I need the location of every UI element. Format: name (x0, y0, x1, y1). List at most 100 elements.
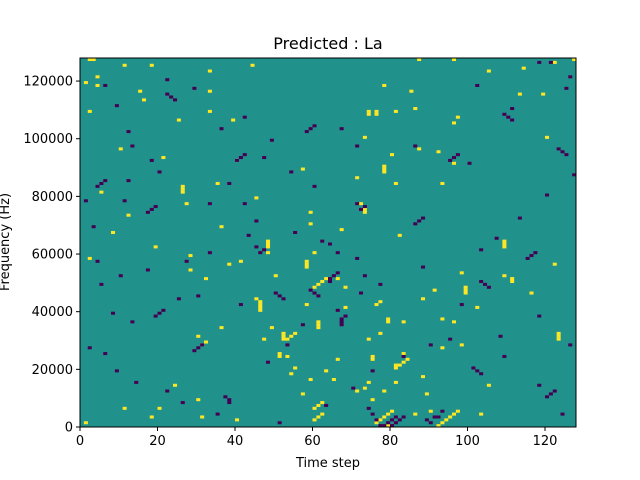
heatmap-cell-low (436, 415, 441, 419)
heatmap-cell-high (196, 398, 201, 402)
heatmap-cell-low (165, 389, 170, 393)
heatmap-cell-low (498, 334, 503, 338)
heatmap-cell-low (448, 158, 453, 162)
y-axis-label: Frequency (Hz) (0, 193, 13, 291)
heatmap-cell-high (153, 245, 158, 249)
heatmap-cell-high (293, 331, 298, 335)
heatmap-cell-high (142, 98, 147, 102)
x-tick-label: 40 (227, 434, 244, 449)
heatmap-cell-low (390, 424, 395, 428)
heatmap-cell-high (312, 406, 317, 410)
y-tick-label: 40000 (32, 305, 73, 320)
heatmap-cell-low (525, 256, 530, 260)
heatmap-cell-low (254, 245, 259, 249)
heatmap-cell-low (455, 153, 460, 157)
heatmap-cell-high (393, 181, 398, 185)
heatmap-cells (80, 58, 577, 428)
heatmap-cell-low (359, 207, 364, 211)
heatmap-cell-high (378, 331, 383, 335)
heatmap-cell-high (331, 377, 336, 382)
heatmap-cell-high (448, 415, 453, 419)
heatmap-cell-low (378, 282, 383, 286)
heatmap-cell-low (564, 153, 569, 157)
heatmap-cell-low (312, 124, 317, 128)
heatmap-cell-high (269, 326, 274, 330)
heatmap-cell-low (145, 268, 150, 272)
heatmap-cell-low (510, 118, 515, 122)
heatmap-cell-high (285, 337, 290, 341)
heatmap-cell-high (479, 412, 484, 416)
heatmap-cell-low (428, 421, 433, 425)
heatmap-cell-low (506, 115, 511, 119)
heatmap-cell-high (122, 406, 127, 410)
heatmap-cell-high (227, 262, 232, 266)
heatmap-cell-high (207, 89, 212, 93)
heatmap-cell-high (304, 303, 309, 307)
heatmap-cell-high (118, 147, 123, 151)
heatmap-cell-low (95, 259, 100, 263)
heatmap-cell-low (537, 60, 542, 64)
heatmap-cell-low (510, 107, 515, 111)
heatmap-cell-high (343, 305, 348, 309)
heatmap-cell-low (192, 86, 197, 90)
heatmap-cell-high (463, 285, 468, 289)
heatmap-cell-high (517, 92, 522, 96)
heatmap-cell-high (459, 343, 464, 347)
x-tick-label: 60 (304, 434, 321, 449)
heatmap-cell-high (382, 164, 387, 168)
heatmap-cell-low (114, 104, 119, 108)
heatmap-cell-low (180, 401, 185, 405)
heatmap-cell-high (258, 305, 263, 309)
heatmap-cell-high (502, 245, 507, 249)
heatmap-cell-high (552, 262, 557, 266)
heatmap-cell-high (180, 190, 185, 194)
heatmap-cell-high (266, 239, 271, 243)
heatmap-cell-high (138, 89, 143, 93)
heatmap-cell-high (111, 230, 116, 234)
heatmap-cell-high (196, 334, 201, 338)
heatmap-cell-low (572, 173, 577, 177)
heatmap-cell-high (529, 291, 534, 295)
heatmap-cell-high (432, 288, 437, 292)
heatmap-cell-high (188, 268, 193, 272)
heatmap-cell-high (335, 357, 340, 361)
heatmap-cell-high (316, 323, 321, 327)
heatmap-cell-high (308, 377, 313, 382)
heatmap-cell-high (362, 135, 367, 139)
heatmap-cell-high (386, 424, 391, 428)
heatmap-cell-high (413, 412, 418, 416)
heatmap-cell-high (440, 421, 445, 425)
heatmap-cell-high (409, 89, 414, 93)
heatmap-cell-low (448, 337, 453, 341)
heatmap-cell-low (277, 421, 282, 425)
heatmap-cell-high (281, 331, 286, 335)
heatmap-cell-low (366, 406, 371, 410)
heatmap-cell-low (196, 294, 201, 298)
heatmap-cell-low (548, 392, 553, 396)
x-axis: 0 20 40 60 80 100 120 (76, 427, 557, 449)
heatmap-cell-low (382, 424, 387, 428)
heatmap-cell-high (258, 300, 263, 304)
heatmap-cell-low (552, 389, 557, 393)
heatmap-cell-low (537, 383, 542, 387)
heatmap-cell-low (328, 277, 333, 281)
heatmap-cell-low (401, 354, 406, 358)
heatmap-cell-low (269, 138, 274, 142)
heatmap-cell-low (126, 179, 131, 183)
heatmap-cell-low (312, 291, 317, 295)
heatmap-cell-low (300, 323, 305, 327)
heatmap-cell-low (165, 78, 170, 82)
heatmap-cell-high (304, 259, 309, 263)
heatmap-cell-low (169, 95, 174, 99)
heatmap-cell-low (362, 205, 367, 209)
heatmap-cell-low (99, 282, 104, 286)
heatmap-cell-low (207, 251, 212, 255)
heatmap-cell-high (382, 170, 387, 174)
heatmap-cell-low (459, 303, 464, 307)
heatmap-cell-high (486, 383, 491, 387)
heatmap-cell-low (556, 147, 561, 151)
chart-title: Predicted : La (273, 34, 382, 53)
heatmap-cell-low (165, 92, 170, 96)
heatmap-cell-high (502, 274, 507, 278)
y-tick-label: 100000 (23, 132, 73, 147)
